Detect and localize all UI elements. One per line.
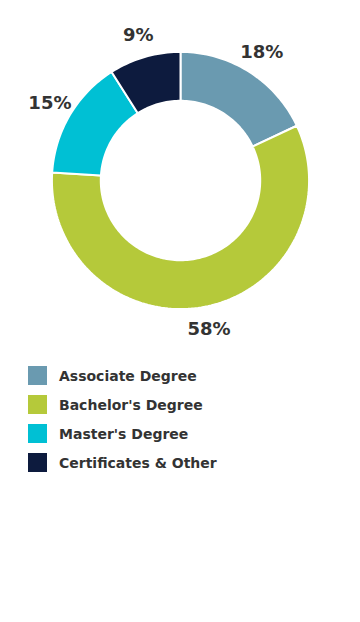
html-text:Master's Degree: Master's Degree [59, 425, 189, 442]
svg-text:9%: 9% [123, 24, 154, 45]
svg-text:18%: 18% [240, 41, 283, 62]
svg-text:15%: 15% [28, 92, 71, 113]
html-text:Bachelor's Degree: Bachelor's Degree [59, 396, 203, 413]
svg-text:58%: 58% [187, 318, 230, 339]
html-text:Certificates & Other: Certificates & Other [59, 454, 217, 471]
html-text:Associate Degree: Associate Degree [59, 367, 197, 384]
